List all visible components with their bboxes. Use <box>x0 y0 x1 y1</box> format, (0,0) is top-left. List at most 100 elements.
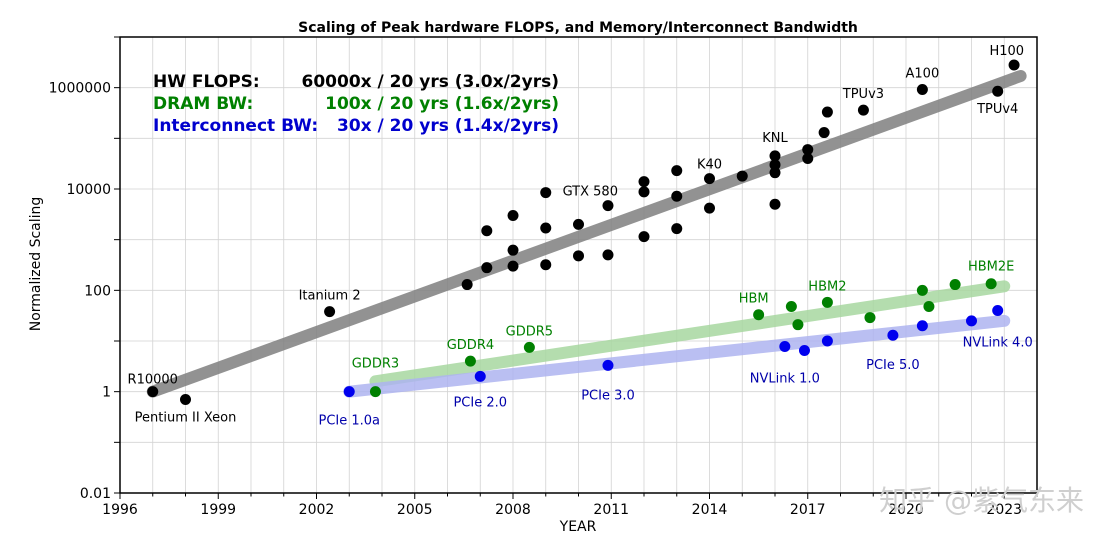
data-point <box>540 187 552 199</box>
data-point <box>753 309 765 321</box>
data-point <box>798 344 810 356</box>
annotation-label: GTX 580 <box>563 185 618 200</box>
data-point <box>916 84 928 96</box>
data-point <box>864 312 876 324</box>
data-point <box>802 144 814 156</box>
data-point <box>769 159 781 171</box>
summary-label: HW FLOPS: <box>153 72 260 92</box>
data-point <box>180 394 191 406</box>
data-point <box>474 370 486 382</box>
data-point <box>464 355 476 367</box>
data-point <box>523 341 535 353</box>
trend-line <box>369 280 1011 388</box>
summary-label: DRAM BW: <box>153 94 253 114</box>
data-point <box>573 250 584 262</box>
x-tick-label: 2008 <box>495 502 531 518</box>
annotation-label: PCIe 3.0 <box>581 388 635 403</box>
data-point <box>985 278 997 290</box>
data-point <box>704 202 715 214</box>
data-point <box>602 200 614 212</box>
annotation-label: KNL <box>762 131 788 146</box>
annotation-label: TPUv3 <box>842 87 884 102</box>
x-tick-label: 2011 <box>593 502 629 518</box>
data-point <box>769 167 781 179</box>
annotation-label: NVLink 4.0 <box>963 335 1033 350</box>
x-tick-label: 1996 <box>102 502 138 518</box>
data-point <box>671 190 683 202</box>
x-axis-label: YEAR <box>559 519 597 535</box>
x-tick-label: 2020 <box>888 502 924 518</box>
data-point <box>602 359 614 371</box>
annotation-label: GDDR3 <box>352 357 399 372</box>
data-point <box>369 386 381 398</box>
data-points <box>147 59 1020 406</box>
data-point <box>802 152 814 164</box>
data-point <box>704 173 715 185</box>
y-tick-label: 0.01 <box>80 486 111 502</box>
axes: 1996 1999 2002 2005 2008 2011 2014 2017 2020 2023… <box>49 36 1038 518</box>
data-point <box>638 231 650 243</box>
x-tick-label: 2005 <box>397 502 433 518</box>
data-point <box>792 319 804 331</box>
data-point <box>821 335 833 347</box>
data-point <box>992 304 1004 316</box>
annotation-label: GDDR5 <box>506 324 553 339</box>
data-point <box>507 209 519 221</box>
y-axis-label: Normalized Scaling <box>28 197 44 332</box>
data-point <box>949 279 961 291</box>
data-point <box>147 386 159 398</box>
data-point <box>821 296 833 308</box>
y-tick-label: 100 <box>84 283 111 299</box>
y-tick-label: 1 <box>102 385 111 401</box>
data-point <box>461 279 473 291</box>
annotation-label: HBM2 <box>808 279 846 294</box>
summary-legend: HW FLOPS: 60000x / 20 yrs (3.0x/2yrs) DRAM… <box>153 72 559 136</box>
y-tick-label: 10000 <box>66 182 111 198</box>
summary-value: 30x / 20 yrs (1.4x/2yrs) <box>337 116 559 136</box>
annotation-label: GDDR4 <box>447 338 494 353</box>
data-point <box>887 329 899 341</box>
annotations: R10000 Pentium II Xeon Itanium 2 GTX 580 K40… <box>128 44 1033 429</box>
data-point <box>638 176 650 188</box>
y-tick-label: 1000000 <box>49 81 111 97</box>
annotation-label: H100 <box>989 44 1024 59</box>
data-point <box>857 104 869 116</box>
data-point <box>671 223 683 235</box>
data-point <box>507 244 519 256</box>
annotation-label: HBM2E <box>968 260 1014 275</box>
x-tick-label: 2023 <box>986 502 1022 518</box>
data-point <box>916 284 928 296</box>
annotation-label: HBM <box>739 292 769 307</box>
data-point <box>573 218 584 230</box>
data-point <box>324 306 336 318</box>
data-point <box>769 198 781 210</box>
data-point <box>343 386 355 398</box>
trend-line <box>146 69 1027 398</box>
annotation-label: NVLink 1.0 <box>750 371 820 386</box>
data-point <box>1008 59 1020 71</box>
annotation-label: R10000 <box>128 373 178 388</box>
x-tick-label: 1999 <box>200 502 236 518</box>
data-point <box>481 225 493 237</box>
data-point <box>736 170 748 182</box>
annotation-label: PCIe 5.0 <box>866 358 920 373</box>
grid <box>119 36 1038 494</box>
annotation-label: Pentium II Xeon <box>135 411 237 426</box>
data-point <box>602 249 614 261</box>
data-point <box>507 260 519 272</box>
data-point <box>992 85 1004 97</box>
summary-value: 100x / 20 yrs (1.6x/2yrs) <box>325 94 559 114</box>
data-point <box>916 320 928 332</box>
data-point <box>785 300 797 312</box>
data-point <box>923 300 935 312</box>
data-point <box>638 186 650 198</box>
data-point <box>540 222 552 234</box>
x-tick-label: 2014 <box>692 502 728 518</box>
chart-title: Scaling of Peak hardware FLOPS, and Memo… <box>298 20 858 36</box>
data-point <box>821 106 833 118</box>
annotation-label: TPUv4 <box>976 102 1018 117</box>
summary-value: 60000x / 20 yrs (3.0x/2yrs) <box>302 72 559 92</box>
data-point <box>966 315 977 327</box>
data-point <box>540 259 552 271</box>
data-point <box>481 262 493 274</box>
